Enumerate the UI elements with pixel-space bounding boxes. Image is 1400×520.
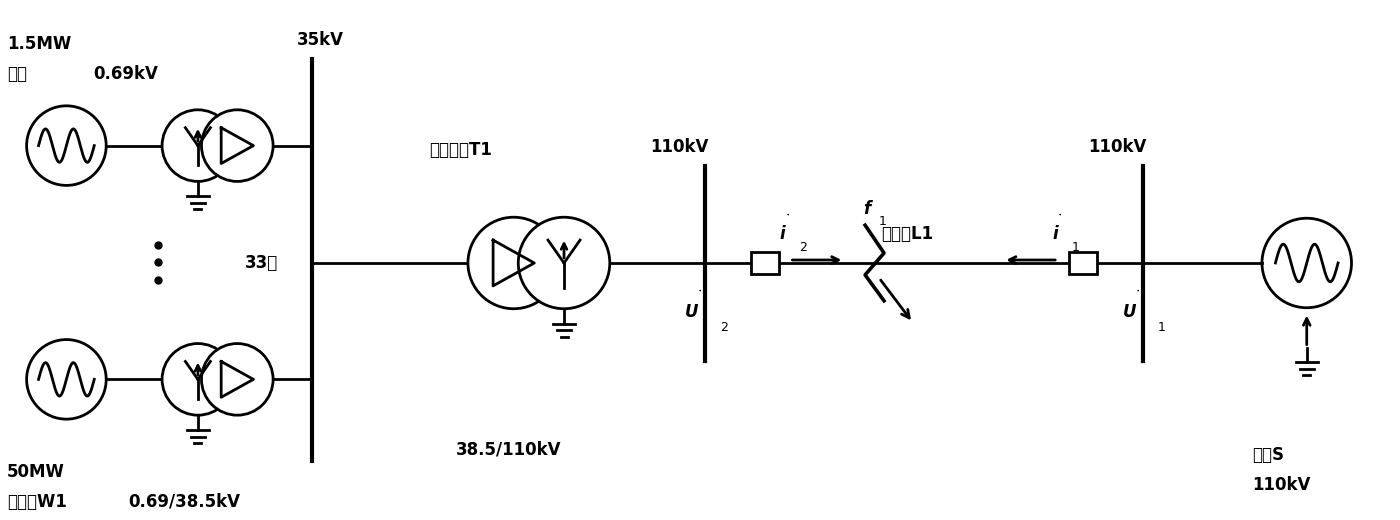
Text: 风电场W1: 风电场W1 <box>7 492 67 511</box>
Text: 风机: 风机 <box>7 65 27 83</box>
Text: 1: 1 <box>1158 321 1165 334</box>
Text: 0.69/38.5kV: 0.69/38.5kV <box>127 492 239 511</box>
Text: ˙: ˙ <box>696 289 704 307</box>
Text: i: i <box>780 225 785 243</box>
Text: 2: 2 <box>720 321 728 334</box>
Bar <box>1070 252 1096 274</box>
Text: ˙: ˙ <box>1134 289 1142 307</box>
Circle shape <box>518 217 610 309</box>
Text: 38.5/110kV: 38.5/110kV <box>456 441 561 459</box>
Text: 33台: 33台 <box>245 254 277 272</box>
Text: 1.5MW: 1.5MW <box>7 35 71 53</box>
Text: 1: 1 <box>879 215 888 228</box>
Text: 35kV: 35kV <box>297 31 344 49</box>
Bar <box>750 252 778 274</box>
Text: 风场主变T1: 风场主变T1 <box>430 140 493 159</box>
Text: i: i <box>1053 225 1058 243</box>
Circle shape <box>162 344 234 415</box>
Circle shape <box>202 110 273 181</box>
Circle shape <box>468 217 560 309</box>
Text: 50MW: 50MW <box>7 463 64 481</box>
Text: 110kV: 110kV <box>1252 476 1310 494</box>
Text: 系统S: 系统S <box>1252 446 1284 464</box>
Text: ˙: ˙ <box>784 213 792 231</box>
Text: 1: 1 <box>1072 241 1079 254</box>
Circle shape <box>202 344 273 415</box>
Text: ˙: ˙ <box>1056 213 1064 231</box>
Text: 110kV: 110kV <box>650 138 708 155</box>
Text: f: f <box>864 200 871 218</box>
Text: 110kV: 110kV <box>1088 138 1147 155</box>
Circle shape <box>162 110 234 181</box>
Text: U: U <box>685 303 699 321</box>
Text: U: U <box>1123 303 1137 321</box>
Text: 送出线L1: 送出线L1 <box>881 225 934 243</box>
Text: 2: 2 <box>799 241 808 254</box>
Text: 0.69kV: 0.69kV <box>94 65 158 83</box>
